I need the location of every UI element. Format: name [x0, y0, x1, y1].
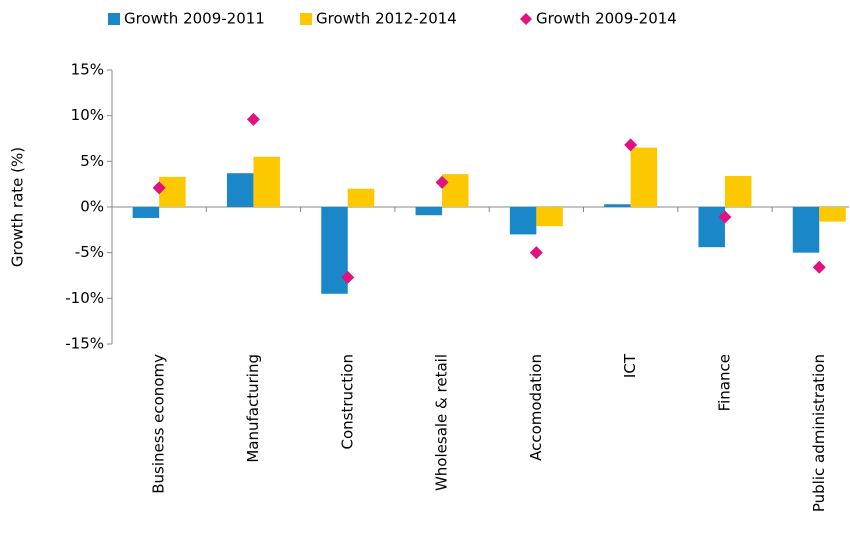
- legend-label: Growth 2009-2011: [124, 10, 265, 28]
- x-tick-label: Construction: [338, 354, 356, 450]
- y-tick-label: 15%: [71, 61, 104, 79]
- bar: [724, 175, 752, 207]
- bar: [819, 207, 846, 222]
- y-tick-label: 5%: [80, 152, 104, 170]
- bar: [226, 173, 254, 207]
- bar: [159, 176, 186, 207]
- bar: [698, 207, 725, 248]
- bar: [442, 174, 469, 207]
- legend-label: Growth 2009-2014: [536, 10, 677, 28]
- bar: [604, 204, 631, 207]
- y-tick-label: -5%: [75, 243, 104, 261]
- bar: [509, 207, 537, 235]
- x-tick-label: Business economy: [150, 354, 168, 494]
- bar: [253, 156, 280, 207]
- x-tick-label: Public administration: [810, 354, 828, 512]
- diamond-marker: [718, 210, 732, 224]
- y-axis-label: Growth rate (%): [9, 147, 27, 267]
- x-tick-label: Wholesale & retail: [433, 354, 451, 491]
- bar: [415, 207, 443, 216]
- diamond-marker: [812, 260, 826, 274]
- x-tick-label: ICT: [621, 353, 639, 378]
- bar: [132, 207, 160, 218]
- x-tick-label: Manufacturing: [244, 354, 262, 463]
- bar: [792, 207, 820, 253]
- bar: [321, 207, 348, 294]
- y-tick-label: -10%: [65, 289, 104, 307]
- diamond-marker: [529, 246, 543, 260]
- bar: [536, 207, 563, 227]
- diamond-marker: [246, 112, 260, 126]
- legend-label: Growth 2012-2014: [316, 10, 457, 28]
- bar: [347, 188, 375, 207]
- legend-marker: [108, 13, 120, 25]
- diamond-marker: [341, 270, 355, 284]
- diamond-marker: [152, 181, 166, 195]
- y-tick-label: -15%: [65, 335, 104, 353]
- diamond-marker: [435, 175, 449, 189]
- y-tick-label: 0%: [80, 198, 104, 216]
- legend-marker: [520, 13, 532, 25]
- legend-marker: [300, 13, 312, 25]
- y-tick-label: 10%: [71, 106, 104, 124]
- x-tick-label: Accomodation: [527, 354, 545, 461]
- diamond-marker: [624, 138, 638, 152]
- bar: [630, 147, 658, 207]
- x-tick-label: Finance: [715, 354, 733, 411]
